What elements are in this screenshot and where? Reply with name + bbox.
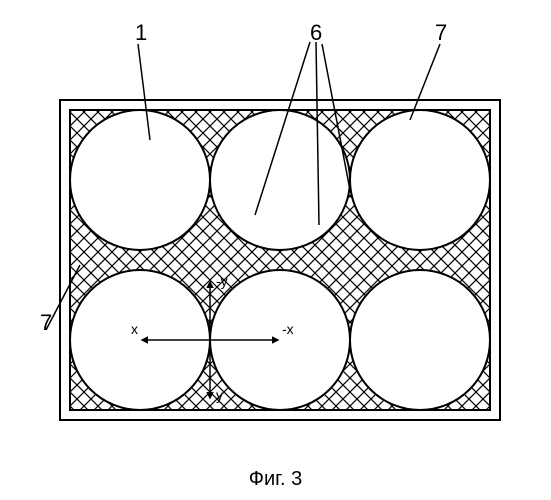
- svg-text:6: 6: [310, 20, 322, 45]
- svg-text:1: 1: [135, 20, 147, 45]
- svg-text:7: 7: [435, 20, 447, 45]
- figure-container: 1 6 7 7 -y y x -x Фиг. 3: [0, 0, 551, 500]
- svg-text:7: 7: [40, 310, 52, 335]
- svg-text:-x: -x: [282, 321, 294, 337]
- figure-svg: 1 6 7 7 -y y x -x: [0, 0, 551, 460]
- svg-text:x: x: [131, 321, 138, 337]
- svg-text:y: y: [216, 387, 223, 403]
- svg-text:-y: -y: [216, 273, 228, 289]
- figure-caption: Фиг. 3: [0, 468, 551, 491]
